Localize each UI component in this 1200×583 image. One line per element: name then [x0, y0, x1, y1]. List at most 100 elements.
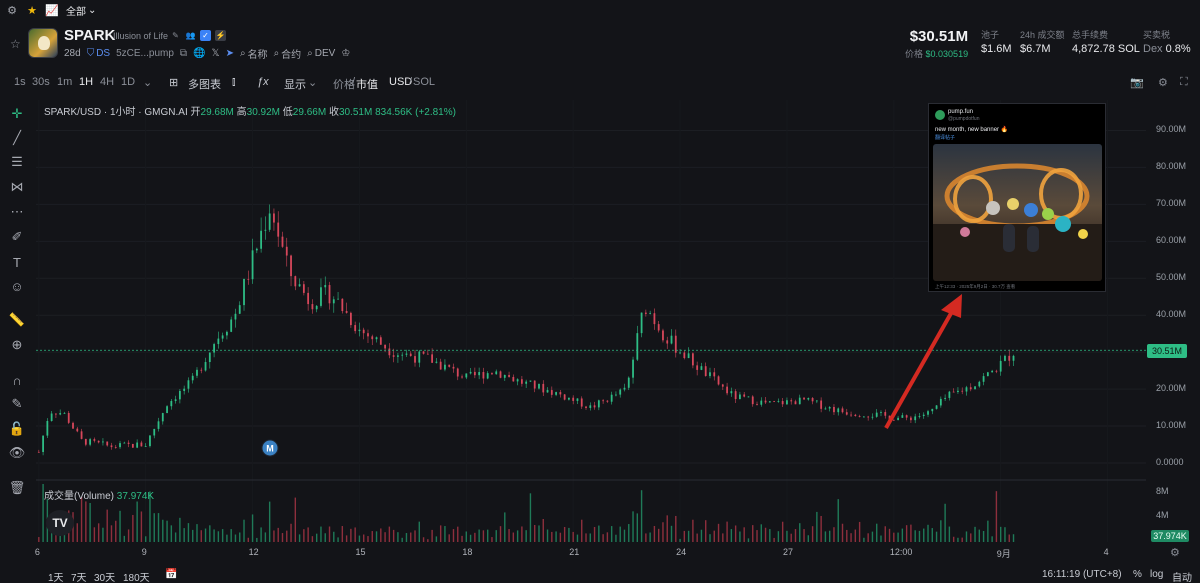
axis-settings-icon[interactable]: ⚙ — [1170, 547, 1180, 559]
settings-icon[interactable]: ⚙ — [1158, 77, 1168, 89]
volume-bar — [568, 527, 570, 542]
candle-type-icon[interactable]: ⫾ — [232, 76, 236, 88]
interval-dropdown-icon[interactable]: ⌄ — [143, 77, 153, 89]
candle-body — [687, 353, 690, 359]
range-7d[interactable]: 7天 — [71, 573, 87, 583]
lock-icon[interactable]: 🔓 — [8, 421, 26, 436]
candle-body — [170, 401, 173, 407]
fees-value: 4,872.78 SOL — [1072, 43, 1140, 55]
candle-body — [555, 392, 557, 395]
x-twitter-icon[interactable]: 𝕏 — [211, 48, 220, 59]
chart-line-icon[interactable]: 📈 — [45, 4, 59, 17]
candle-body — [42, 435, 44, 452]
trash-icon[interactable]: 🗑 — [8, 480, 26, 495]
interval-1d[interactable]: 1D — [121, 76, 136, 88]
candle-body — [585, 406, 587, 408]
candle-body — [824, 408, 827, 410]
volume-bar — [546, 529, 549, 542]
trend-line-icon[interactable]: ╱ — [13, 130, 21, 145]
range-180d[interactable]: 180天 — [123, 573, 150, 583]
candle-body — [187, 380, 190, 389]
volume-bar — [760, 524, 762, 542]
multi-chart-button[interactable]: 多图表 — [188, 79, 221, 91]
candle-body — [516, 379, 519, 382]
fees-stat: 总手续费 4,872.78 SOL — [1072, 28, 1140, 55]
price-toggle[interactable]: 价格 — [333, 79, 355, 91]
annotation-arrowhead — [941, 294, 962, 318]
copy-icon[interactable]: ⧉ — [179, 48, 188, 59]
magnet-icon[interactable]: ∩ — [12, 372, 22, 388]
candle-body — [662, 330, 664, 341]
indicators-icon[interactable]: ƒx — [257, 76, 269, 88]
price-axis[interactable]: 0.000010.00M20.00M30.00M40.00M50.00M60.0… — [1146, 100, 1200, 542]
candle-body — [174, 399, 177, 402]
x-tick-label: 24 — [676, 547, 687, 557]
log-toggle[interactable]: log — [1150, 569, 1164, 580]
multi-chart-icon[interactable]: ⊞ — [169, 77, 179, 89]
search-contract-link[interactable]: ⌕ 合约 — [274, 46, 302, 61]
globe-icon[interactable]: 🌐 — [193, 48, 206, 59]
volume-bar — [136, 501, 138, 542]
zoom-in-icon[interactable]: ⊕ — [11, 337, 23, 352]
volume-bar — [298, 534, 301, 542]
volume-bar — [478, 529, 480, 542]
brush-icon[interactable]: ✐ — [11, 229, 23, 244]
volume-bar — [418, 521, 420, 542]
calendar-icon[interactable]: 📅 — [165, 569, 178, 580]
volume-bar — [893, 532, 895, 542]
interval-1s[interactable]: 1s — [14, 76, 26, 88]
sol-toggle[interactable]: SOL — [413, 76, 436, 88]
edit-icon[interactable]: ✎ — [172, 31, 179, 40]
mcap-toggle[interactable]: 市值 — [356, 79, 378, 91]
star-filled-icon[interactable]: ★ — [27, 4, 37, 17]
candle-body — [84, 438, 87, 445]
telegram-icon[interactable]: ➤ — [225, 48, 234, 59]
range-30d[interactable]: 30天 — [94, 573, 116, 583]
volume-bar — [623, 529, 626, 542]
candle-body — [234, 313, 237, 320]
clock-display[interactable]: 16:11:19 (UTC+8) — [1042, 569, 1122, 580]
tax-label: 买卖税 — [1143, 30, 1171, 40]
candle-body — [674, 335, 677, 353]
source-link[interactable]: ⛉ DS — [87, 48, 110, 59]
fullscreen-icon[interactable]: ⛶ — [1180, 76, 1188, 88]
y-tick-label: 80.00M — [1156, 161, 1187, 172]
crown-icon[interactable]: ♔ — [341, 48, 351, 59]
range-1d[interactable]: 1天 — [48, 573, 64, 583]
interval-1m[interactable]: 1m — [57, 76, 73, 88]
percent-toggle[interactable]: % — [1133, 569, 1142, 580]
eye-icon[interactable]: 👁 — [8, 445, 26, 460]
pattern-icon[interactable]: ⋈ — [10, 179, 24, 194]
candle-body — [431, 354, 434, 363]
display-button[interactable]: 显示 — [284, 79, 306, 91]
ruler-icon[interactable]: 📏 — [8, 312, 26, 327]
candle-body — [341, 298, 344, 312]
volume-bar — [187, 523, 190, 542]
interval-4h[interactable]: 4H — [100, 76, 115, 88]
interval-30s[interactable]: 30s — [32, 76, 50, 88]
search-name-link[interactable]: ⌕ 名称 — [240, 46, 268, 61]
search-dev-link[interactable]: ⌕ DEV — [307, 48, 335, 59]
favorite-star-icon[interactable]: ☆ — [10, 37, 21, 51]
fib-icon[interactable]: ⋯ — [10, 204, 24, 219]
auto-toggle[interactable]: 自动 — [1172, 573, 1192, 583]
filter-dropdown[interactable]: 全部 ⌄ — [66, 3, 96, 18]
crosshair-icon[interactable]: ✛ — [11, 106, 23, 121]
candle-body — [927, 411, 929, 415]
volume-bar — [273, 530, 275, 542]
interval-1h[interactable]: 1H — [79, 76, 94, 88]
usd-toggle[interactable]: USD — [389, 76, 413, 88]
horizontal-lines-icon[interactable]: ☰ — [11, 154, 23, 169]
settings-icon[interactable]: ⚙ — [7, 4, 17, 17]
lock-drawing-icon[interactable]: ✎ — [11, 396, 23, 411]
drawing-toolbar: ✛ ╱ ☰ ⋈ ⋯ ✐ T ☺ 📏 ⊕ ∩ ✎ 🔓 👁 🗑 — [0, 100, 34, 500]
emoji-icon[interactable]: ☺ — [10, 278, 24, 294]
volume-bar — [820, 515, 822, 542]
volume-bar — [448, 534, 450, 542]
tradingview-logo[interactable]: TV — [46, 510, 74, 536]
candle-body — [777, 401, 780, 402]
camera-icon[interactable]: 📷 — [1130, 77, 1144, 89]
text-icon[interactable]: T — [13, 254, 21, 270]
candle-body — [576, 398, 579, 401]
candle-body — [127, 442, 130, 444]
